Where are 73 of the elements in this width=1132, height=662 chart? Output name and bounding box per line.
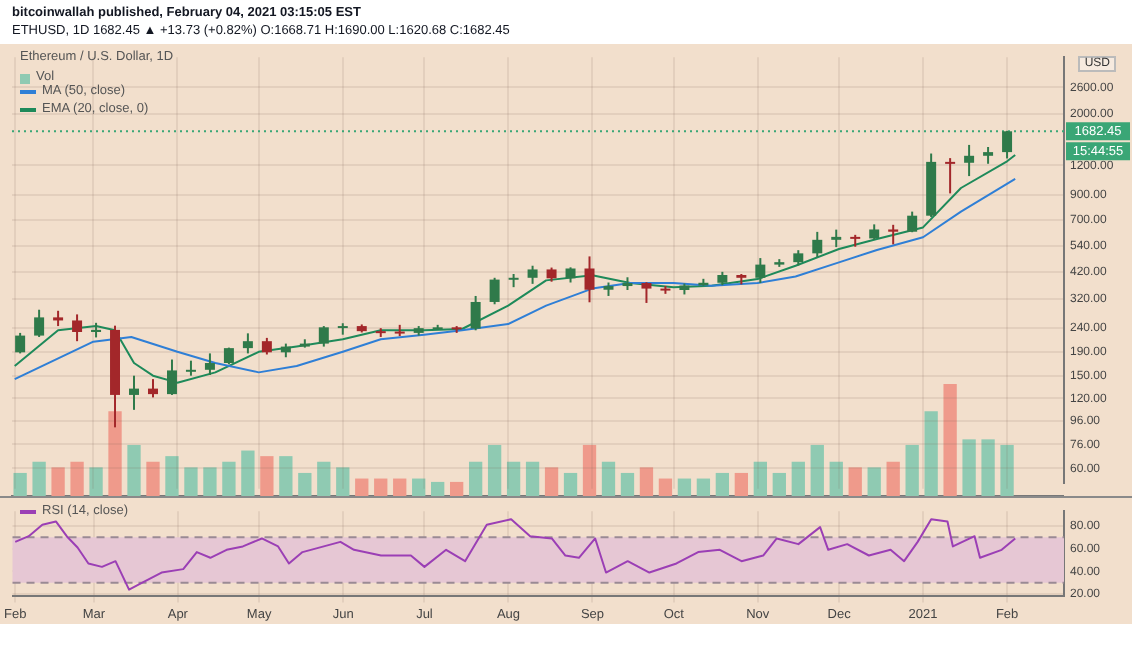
bar: [13, 472, 27, 496]
bar: [715, 472, 730, 496]
bar: [791, 461, 805, 496]
candlestick: [166, 358, 177, 396]
bar: [450, 481, 464, 496]
bar: [374, 478, 388, 496]
bar: [677, 478, 692, 496]
bar: [32, 461, 46, 496]
bar: [431, 481, 445, 496]
bar: [563, 472, 578, 496]
candlestick: [641, 281, 652, 304]
bar: [981, 439, 995, 496]
bar: [203, 467, 217, 496]
candlestick: [15, 331, 26, 355]
candlestick: [72, 313, 83, 343]
bar: [1000, 444, 1014, 496]
candlestick: [527, 264, 538, 285]
bar: [412, 478, 426, 496]
bar: [336, 467, 350, 496]
bar: [127, 444, 141, 496]
bar: [867, 467, 881, 496]
bar: [620, 472, 635, 496]
bar: [317, 461, 331, 496]
bar: [886, 461, 900, 496]
bar: [943, 384, 957, 496]
candlestick: [1002, 129, 1013, 160]
candlestick: [242, 332, 253, 355]
bar: [89, 467, 103, 496]
bar: [108, 411, 122, 496]
candlestick: [318, 325, 329, 348]
bar: [905, 444, 919, 496]
bar: [70, 461, 84, 496]
candlestick: [888, 223, 899, 246]
bar: [658, 478, 673, 496]
bar: [487, 444, 502, 496]
bar: [753, 461, 767, 496]
bar: [355, 478, 369, 496]
candlestick: [147, 378, 158, 399]
candlestick: [34, 308, 45, 338]
candlestick: [945, 157, 956, 195]
bar: [810, 444, 824, 496]
candlestick: [470, 294, 481, 332]
bar: [241, 450, 255, 496]
bar: [734, 472, 749, 496]
bar: [924, 411, 938, 496]
bar: [544, 467, 559, 496]
bar: [601, 461, 616, 496]
candlestick: [584, 255, 595, 304]
bar: [525, 461, 540, 496]
bar: [222, 461, 236, 496]
bar: [468, 461, 483, 496]
candlestick: [755, 257, 766, 285]
candlestick: [964, 143, 975, 178]
bar: [393, 478, 407, 496]
candlestick: [129, 374, 140, 411]
bar: [298, 472, 312, 496]
bar: [582, 444, 597, 496]
bar: [848, 467, 862, 496]
bar: [165, 456, 179, 496]
bar: [962, 439, 976, 496]
candlestick: [812, 230, 823, 259]
candlestick: [489, 276, 500, 306]
candlestick: [204, 352, 215, 377]
bar: [146, 461, 160, 496]
bar: [506, 461, 521, 496]
bar: [260, 456, 274, 496]
bar: [184, 467, 198, 496]
bar: [772, 472, 786, 496]
bar: [639, 467, 654, 496]
bar: [279, 456, 293, 496]
bar: [829, 461, 843, 496]
bar: [51, 467, 65, 496]
bar: [696, 478, 711, 496]
